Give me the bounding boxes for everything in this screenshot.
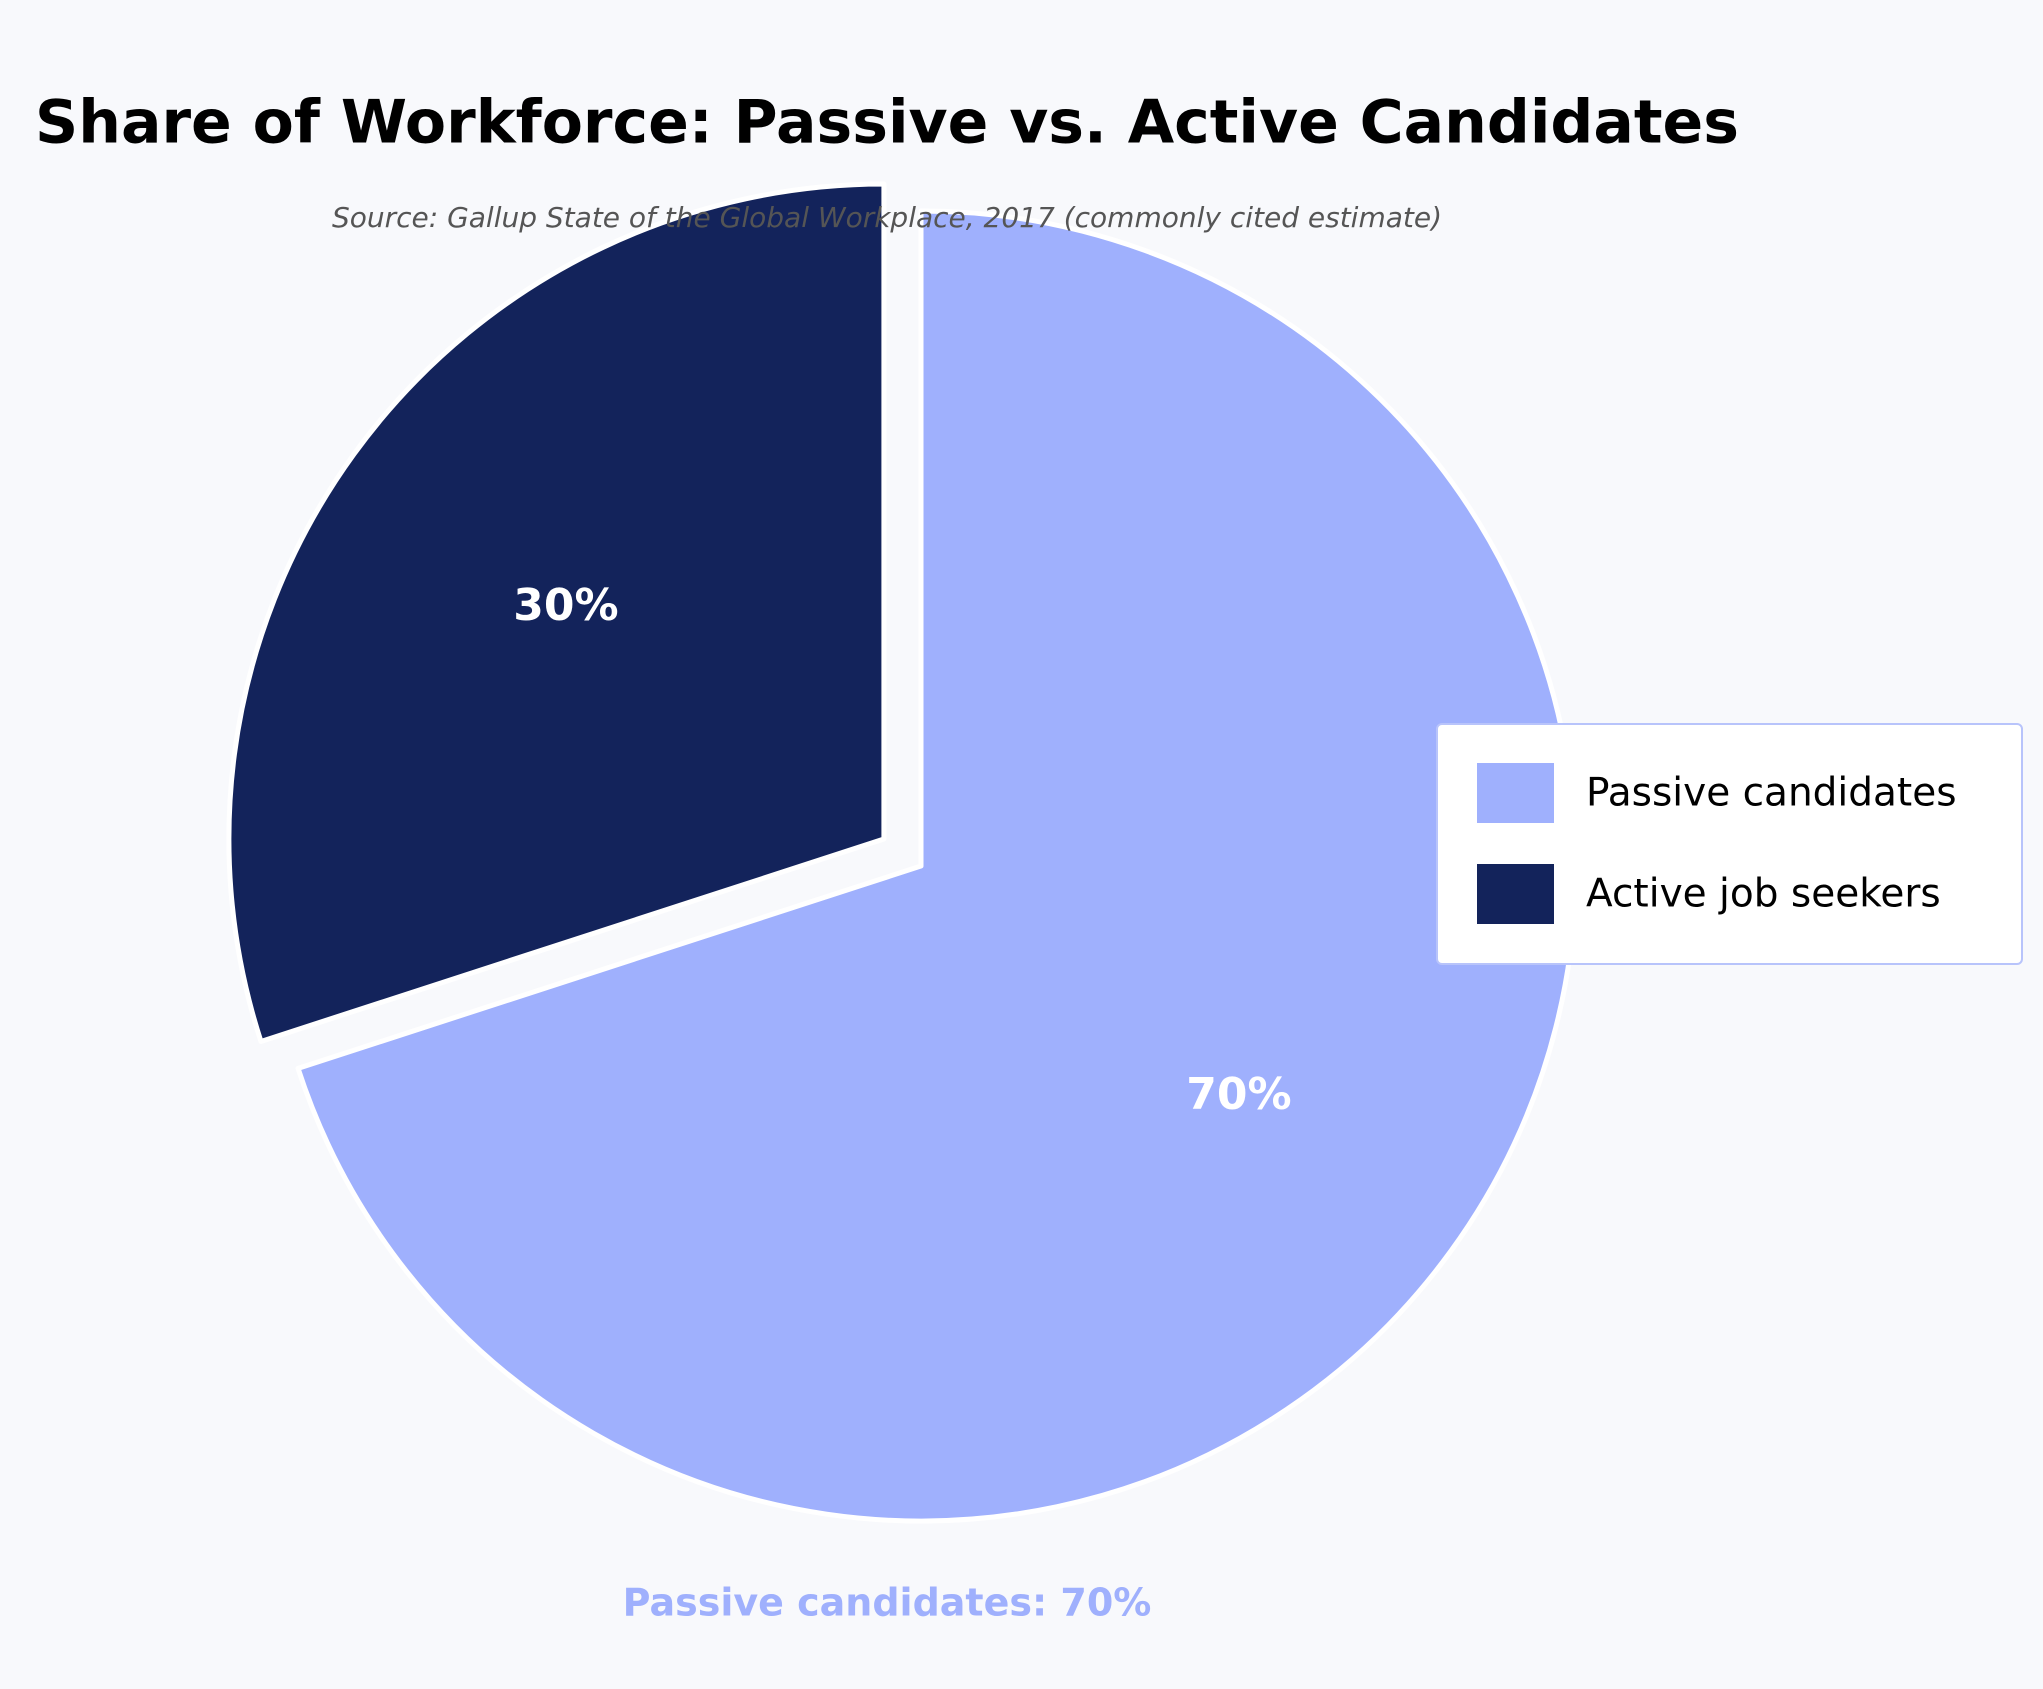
chart-subtitle: Source: Gallup State of the Global Workp… bbox=[332, 201, 1442, 234]
legend-swatch bbox=[1477, 864, 1554, 924]
pie-slice bbox=[295, 208, 1579, 1524]
legend: Passive candidates Active job seekers bbox=[1436, 723, 2023, 965]
legend-swatch bbox=[1477, 763, 1554, 823]
legend-label: Passive candidates bbox=[1586, 771, 1957, 816]
slice-label: 30% bbox=[513, 580, 618, 631]
pie-slice bbox=[226, 181, 887, 1044]
annotation: Passive candidates: 70% bbox=[623, 1581, 1152, 1625]
slice-label: 70% bbox=[1186, 1069, 1291, 1120]
legend-label: Active job seekers bbox=[1586, 872, 1941, 917]
slices: 70% 30% bbox=[226, 181, 1579, 1524]
legend-box bbox=[1436, 723, 2023, 965]
chart-title: Share of Workforce: Passive vs. Active C… bbox=[35, 88, 1739, 158]
